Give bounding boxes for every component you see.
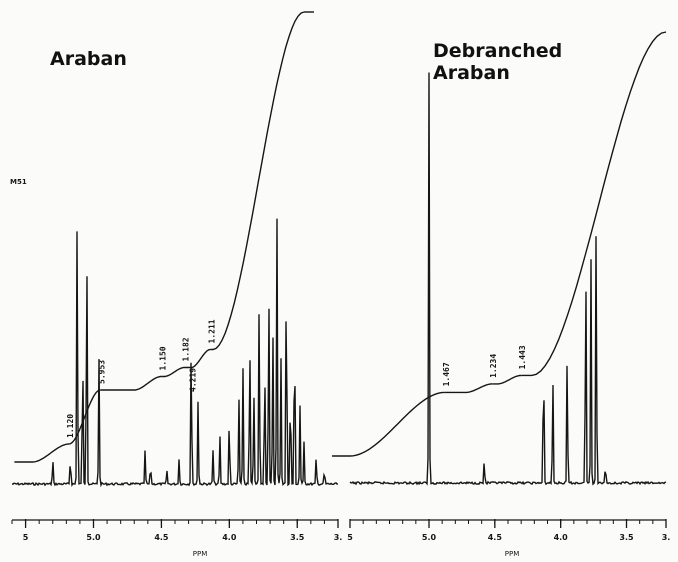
x-tick-label: 5.0 [86,533,101,542]
y-marker-label: M51 [10,178,27,186]
x-tick-label: 4.0 [222,533,237,542]
integral-curve-0-2 [100,375,162,391]
x-tick-label: 4.5 [154,533,169,542]
integral-label: 5.953 [97,360,106,384]
x-tick-label: 5 [23,533,29,542]
x-axis-unit-label: PPM [505,550,519,558]
x-tick-label: 3.5 [290,533,305,542]
integral-curve-0-3 [161,366,185,378]
x-tick-label: 5.0 [422,533,437,542]
integral-curve-0-4 [184,348,211,369]
integral-label: 1.211 [207,319,216,343]
integral-curve-0-1 [68,389,101,445]
x-tick-label: 3.5 [619,533,634,542]
integral-curve-1-0 [332,391,445,457]
integral-label: 1.467 [442,362,451,386]
integral-curve-0-5 [210,11,305,351]
x-tick-label: 5 [347,533,353,542]
spectrum-trace-0 [11,218,339,488]
peak-label: 4.219 [188,368,197,392]
x-tick-label: 4.0 [554,533,569,542]
integral-curve-1-1 [444,383,493,394]
x-axis-unit-label: PPM [193,550,207,558]
integral-curve-1-2 [492,374,522,385]
integral-label: 1.182 [182,337,191,361]
integral-label: 1.443 [518,345,527,369]
integral-curve-0-0 [14,443,70,463]
x-tick-label: 4.5 [488,533,503,542]
integral-label: 1.150 [158,346,167,370]
x-tick-label: 3. [662,533,671,542]
panel-title-araban: Araban [50,48,127,70]
integral-curve-1-3 [521,31,667,377]
integral-label: 1.234 [489,354,498,378]
integral-label: 1.120 [66,414,75,438]
spectrum-trace-1 [349,72,667,486]
panel-title-debranched-araban: Debranched Araban [433,40,563,84]
x-tick-label: 3. [334,533,343,542]
